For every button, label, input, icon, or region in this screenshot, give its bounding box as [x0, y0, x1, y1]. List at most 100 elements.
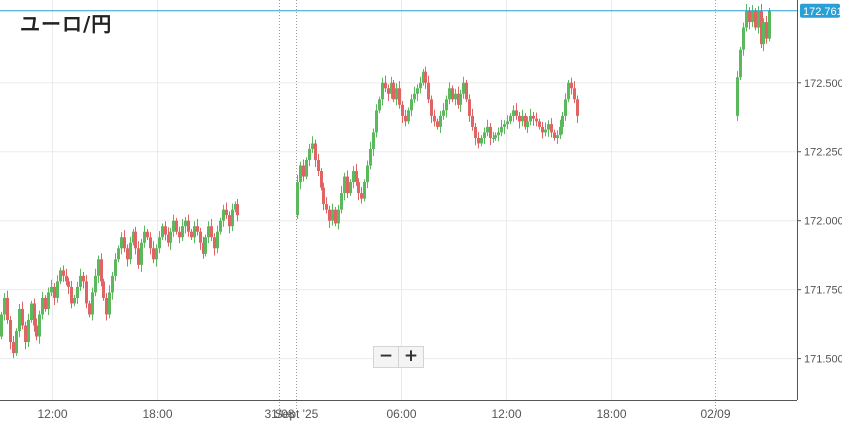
candle-body: [56, 281, 59, 298]
candle-body: [299, 165, 302, 183]
candle-body: [30, 303, 33, 320]
candle-body: [457, 93, 460, 105]
candle-body: [6, 297, 9, 320]
candle-body: [384, 82, 387, 89]
candle-body: [340, 193, 343, 210]
candle-body: [486, 126, 489, 133]
candle-body: [375, 110, 378, 133]
candle-body: [105, 297, 108, 315]
candle-body: [97, 259, 100, 276]
candle-body: [33, 303, 36, 326]
candle-body: [410, 99, 413, 111]
candle-body: [392, 82, 395, 100]
y-tick-label: 172.000: [804, 216, 842, 228]
candle-body: [535, 118, 538, 122]
candle-body: [570, 82, 573, 89]
candle-body: [459, 93, 462, 105]
candle-body: [550, 124, 553, 133]
x-tick-label: 02/09: [700, 407, 730, 421]
candle-body: [355, 171, 358, 183]
candle-body: [38, 314, 41, 337]
candle-body: [489, 126, 492, 138]
candle-body: [515, 110, 518, 116]
candle-body: [302, 165, 305, 177]
candle-body: [79, 275, 82, 287]
candle-body: [59, 270, 62, 282]
candle-body: [739, 49, 742, 78]
candle-body: [500, 126, 503, 133]
candle-body: [492, 137, 495, 139]
candle-body: [73, 297, 76, 304]
candle-body: [494, 135, 497, 138]
candle-body: [465, 82, 468, 100]
candle-body: [401, 104, 404, 116]
candle-body: [222, 209, 225, 221]
candle-body: [152, 248, 155, 260]
candle-body: [67, 281, 70, 287]
candle-body: [236, 204, 239, 216]
candle-body: [216, 231, 219, 249]
candle-body: [219, 220, 222, 232]
candle-body: [419, 82, 422, 89]
candle-body: [369, 148, 372, 166]
candle-body: [745, 11, 748, 28]
candle-body: [430, 99, 433, 116]
candle-body: [53, 286, 56, 298]
candle-body: [184, 220, 187, 227]
candle-body: [187, 220, 190, 232]
candle-body: [352, 171, 355, 183]
x-tick-label: 18:00: [596, 407, 626, 421]
candle-body: [742, 27, 745, 50]
x-tick-label: 31/08: [264, 407, 294, 421]
candle-body: [477, 137, 480, 144]
candle-body: [228, 215, 231, 227]
candle-body: [497, 132, 500, 136]
candle-body: [328, 209, 331, 221]
candle-body: [213, 237, 216, 249]
candle-body: [126, 248, 129, 260]
candle-body: [140, 242, 143, 265]
candle-body: [509, 115, 512, 122]
candle-body: [143, 231, 146, 243]
candle-body: [360, 193, 363, 199]
candle-body: [751, 11, 754, 23]
candle-body: [196, 226, 199, 232]
candle-body: [413, 93, 416, 100]
y-tick-label: 172.500: [804, 78, 842, 90]
candle-body: [9, 320, 12, 343]
candle-body: [532, 115, 535, 119]
candle-body: [158, 237, 161, 249]
candle-body: [91, 292, 94, 315]
candle-body: [366, 165, 369, 183]
candle-body: [561, 115, 564, 127]
candle-body: [357, 182, 360, 194]
candle-body: [349, 182, 352, 194]
candle-body: [529, 115, 532, 122]
candle-body: [0, 314, 3, 337]
candle-body: [210, 226, 213, 238]
zoom-out-button[interactable]: −: [373, 346, 399, 368]
zoom-in-button[interactable]: +: [399, 346, 424, 368]
candle-body: [149, 237, 152, 249]
candle-body: [172, 220, 175, 232]
last-price-label: 172.761: [803, 6, 842, 18]
candle-body: [132, 231, 135, 243]
candle-body: [538, 121, 541, 127]
candle-body: [387, 88, 390, 94]
candle-body: [161, 226, 164, 238]
candle-body: [111, 275, 114, 293]
candle-body: [398, 88, 401, 105]
candle-body: [442, 110, 445, 116]
y-tick-label: 171.500: [804, 354, 842, 366]
candle-body: [204, 237, 207, 254]
candle-body: [137, 248, 140, 265]
x-tick-label: 18:00: [142, 407, 172, 421]
candle-body: [471, 115, 474, 127]
candle-body: [164, 226, 167, 235]
candle-body: [439, 115, 442, 127]
candle-body: [311, 143, 314, 149]
candle-body: [337, 209, 340, 224]
grid-layer: [0, 0, 797, 414]
y-tick-label: 172.250: [804, 147, 842, 159]
